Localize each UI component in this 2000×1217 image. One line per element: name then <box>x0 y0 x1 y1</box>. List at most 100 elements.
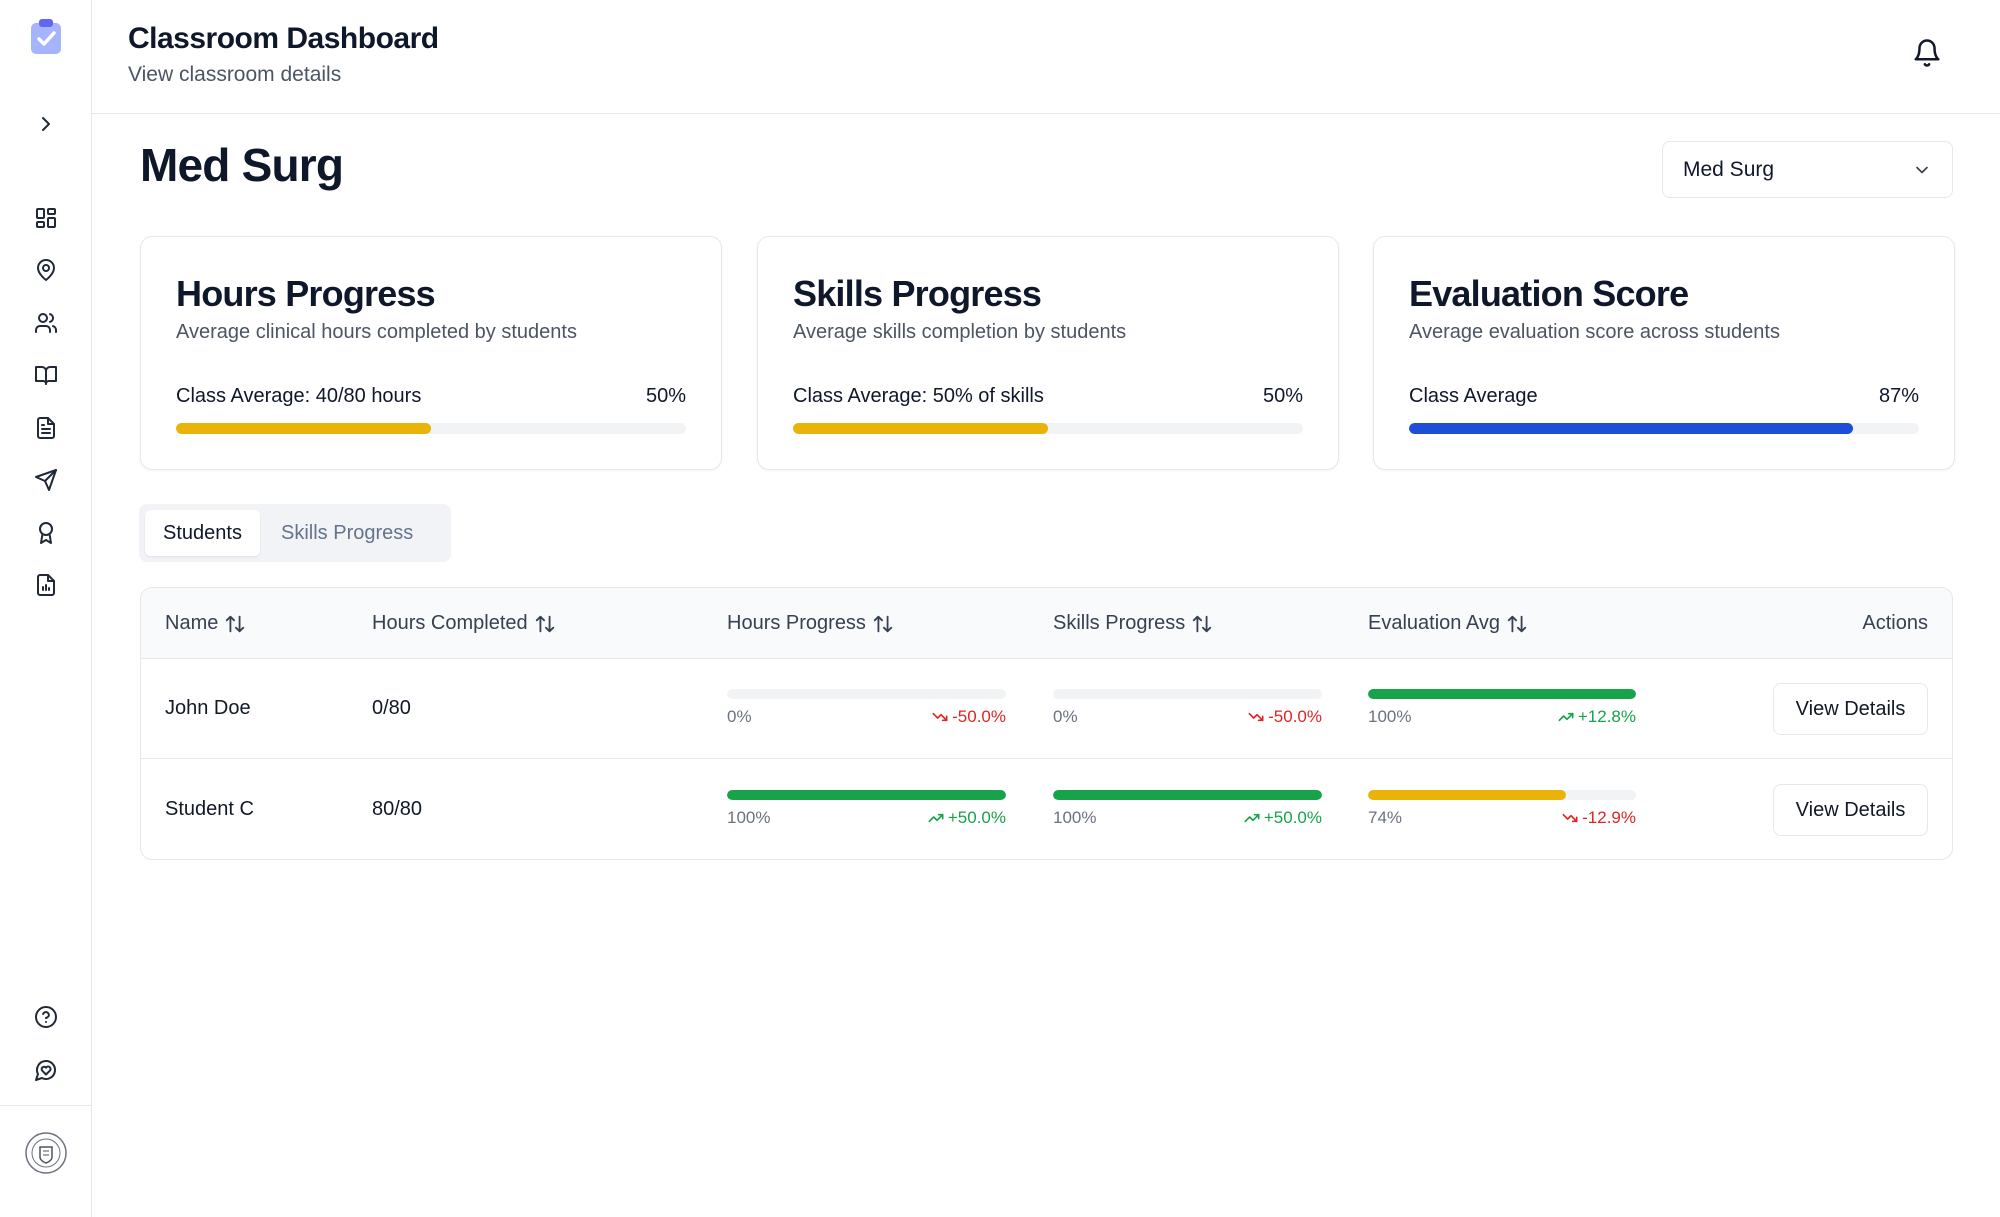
sort-icon <box>1193 615 1212 632</box>
mini-progress-fill <box>1368 790 1567 800</box>
column-header-evaluation-avg[interactable]: Evaluation Avg <box>1368 612 1528 635</box>
course-select[interactable]: Med Surg <box>1662 141 1953 198</box>
progress-percent: 100% <box>727 808 771 827</box>
column-header-label: Hours Progress <box>727 612 866 634</box>
card-description: Average evaluation score across students <box>1409 321 1780 343</box>
column-header-label: Evaluation Avg <box>1368 612 1500 634</box>
hours-progress-cell: 100% +50.0% <box>727 790 1006 834</box>
column-header-label: Name <box>165 612 219 634</box>
progress-percent: 0% <box>1053 707 1078 726</box>
student-name: Student C <box>165 798 254 820</box>
student-name: John Doe <box>165 697 251 719</box>
book-icon[interactable] <box>30 359 62 391</box>
mini-progress-fill <box>1368 689 1636 699</box>
view-details-button[interactable]: View Details <box>1773 784 1928 836</box>
progress-percent: 74% <box>1368 808 1403 827</box>
dashboard-icon[interactable] <box>30 202 62 234</box>
progress-bar <box>176 423 686 434</box>
column-header-label: Skills Progress <box>1053 612 1186 634</box>
mini-progress-fill <box>727 790 1006 800</box>
trending-up-icon <box>1558 712 1574 722</box>
hours-progress-card: Hours Progress Average clinical hours co… <box>140 236 722 470</box>
progress-bar <box>793 423 1303 434</box>
sort-icon <box>1507 615 1527 632</box>
tab-skills-progress[interactable]: Skills Progress <box>281 521 414 544</box>
chat-icon[interactable] <box>30 1054 62 1086</box>
trending-down-icon <box>1248 712 1264 722</box>
progress-percent: 0% <box>727 707 752 726</box>
card-average-label: Class Average: 50% of skills <box>793 385 1044 407</box>
hours-progress-cell: 0% -50.0% <box>727 689 1006 733</box>
trending-down-icon <box>1562 813 1578 823</box>
card-percent: 50% <box>645 385 686 407</box>
tab-students[interactable]: Students <box>145 510 260 556</box>
evaluation-cell: 100% +12.8% <box>1368 689 1636 733</box>
map-pin-icon[interactable] <box>30 254 62 286</box>
skills-progress-card: Skills Progress Average skills completio… <box>757 236 1339 470</box>
delta-value: -12.9% <box>1582 808 1636 827</box>
delta-value: +50.0% <box>1263 808 1322 827</box>
sidebar-divider <box>0 1105 92 1106</box>
mini-progress-bar <box>1053 689 1322 699</box>
card-average-label: Class Average: 40/80 hours <box>176 385 422 407</box>
progress-delta: -50.0% <box>932 707 1006 727</box>
sort-icon <box>535 615 554 632</box>
bell-icon[interactable] <box>1912 38 1942 68</box>
mini-progress-fill <box>1053 790 1322 800</box>
tab-list: Students Skills Progress <box>139 504 451 562</box>
course-select-value: Med Surg <box>1683 157 1775 181</box>
delta-value: -50.0% <box>952 707 1006 726</box>
hours-completed: 80/80 <box>372 798 423 820</box>
students-table: Name Hours Completed Hours Progress Skil… <box>140 587 1953 860</box>
mini-progress-bar <box>1053 790 1322 800</box>
delta-value: +50.0% <box>947 808 1006 827</box>
card-percent: 87% <box>1878 385 1919 407</box>
sidebar <box>0 0 92 1217</box>
app-logo-icon[interactable] <box>28 18 64 56</box>
mini-progress-bar <box>1368 790 1636 800</box>
progress-bar <box>1409 423 1919 434</box>
users-icon[interactable] <box>30 307 62 339</box>
award-icon[interactable] <box>30 517 62 549</box>
progress-delta: +50.0% <box>928 808 1006 828</box>
mini-progress-bar <box>1368 689 1636 699</box>
trending-up-icon <box>928 813 944 823</box>
column-header-hours-progress[interactable]: Hours Progress <box>727 612 894 635</box>
card-average-label: Class Average <box>1409 385 1538 407</box>
chevron-down-icon <box>1912 160 1932 180</box>
evaluation-score-card: Evaluation Score Average evaluation scor… <box>1373 236 1955 470</box>
course-title: Med Surg <box>140 139 344 191</box>
progress-delta: -50.0% <box>1248 707 1322 727</box>
column-header-actions: Actions <box>1862 612 1928 634</box>
page-title: Classroom Dashboard <box>128 22 439 55</box>
evaluation-cell: 74% -12.9% <box>1368 790 1636 834</box>
chevron-right-icon[interactable] <box>30 108 62 140</box>
progress-percent: 100% <box>1053 808 1097 827</box>
document-icon[interactable] <box>30 412 62 444</box>
card-percent: 50% <box>1262 385 1303 407</box>
delta-value: +12.8% <box>1577 707 1636 726</box>
card-title: Hours Progress <box>176 273 436 314</box>
mini-progress-bar <box>727 790 1006 800</box>
delta-value: -50.0% <box>1268 707 1322 726</box>
progress-bar-fill <box>176 423 431 434</box>
top-header: Classroom Dashboard View classroom detai… <box>92 0 2000 114</box>
column-header-name[interactable]: Name <box>165 612 246 635</box>
avatar[interactable] <box>24 1131 68 1175</box>
card-title: Skills Progress <box>793 273 1042 314</box>
view-details-button[interactable]: View Details <box>1773 683 1928 735</box>
skills-progress-cell: 100% +50.0% <box>1053 790 1322 834</box>
skills-progress-cell: 0% -50.0% <box>1053 689 1322 733</box>
table-header: Name Hours Completed Hours Progress Skil… <box>141 588 1952 659</box>
sort-icon <box>226 615 245 632</box>
card-description: Average skills completion by students <box>793 321 1127 343</box>
progress-bar-fill <box>1409 423 1853 434</box>
progress-delta: -12.9% <box>1562 808 1636 828</box>
column-header-skills-progress[interactable]: Skills Progress <box>1053 612 1213 635</box>
trending-down-icon <box>932 712 948 722</box>
report-icon[interactable] <box>30 569 62 601</box>
send-icon[interactable] <box>30 464 62 496</box>
column-header-hours-completed[interactable]: Hours Completed <box>372 612 556 635</box>
help-icon[interactable] <box>30 1001 62 1033</box>
